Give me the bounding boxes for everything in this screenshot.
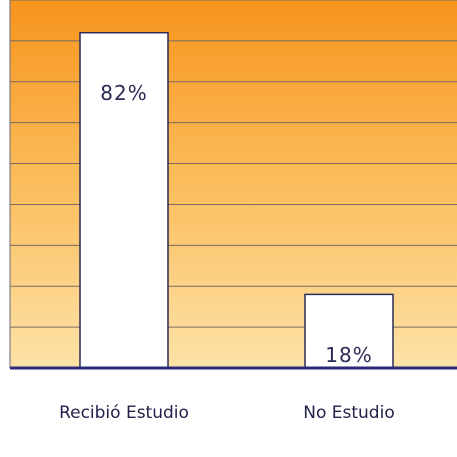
x-tick-label: Recibió Estudio (59, 403, 189, 423)
value-label: 82% (100, 81, 147, 105)
bar (79, 31, 169, 369)
x-tick-label: No Estudio (303, 403, 394, 423)
value-label: 18% (325, 343, 372, 367)
